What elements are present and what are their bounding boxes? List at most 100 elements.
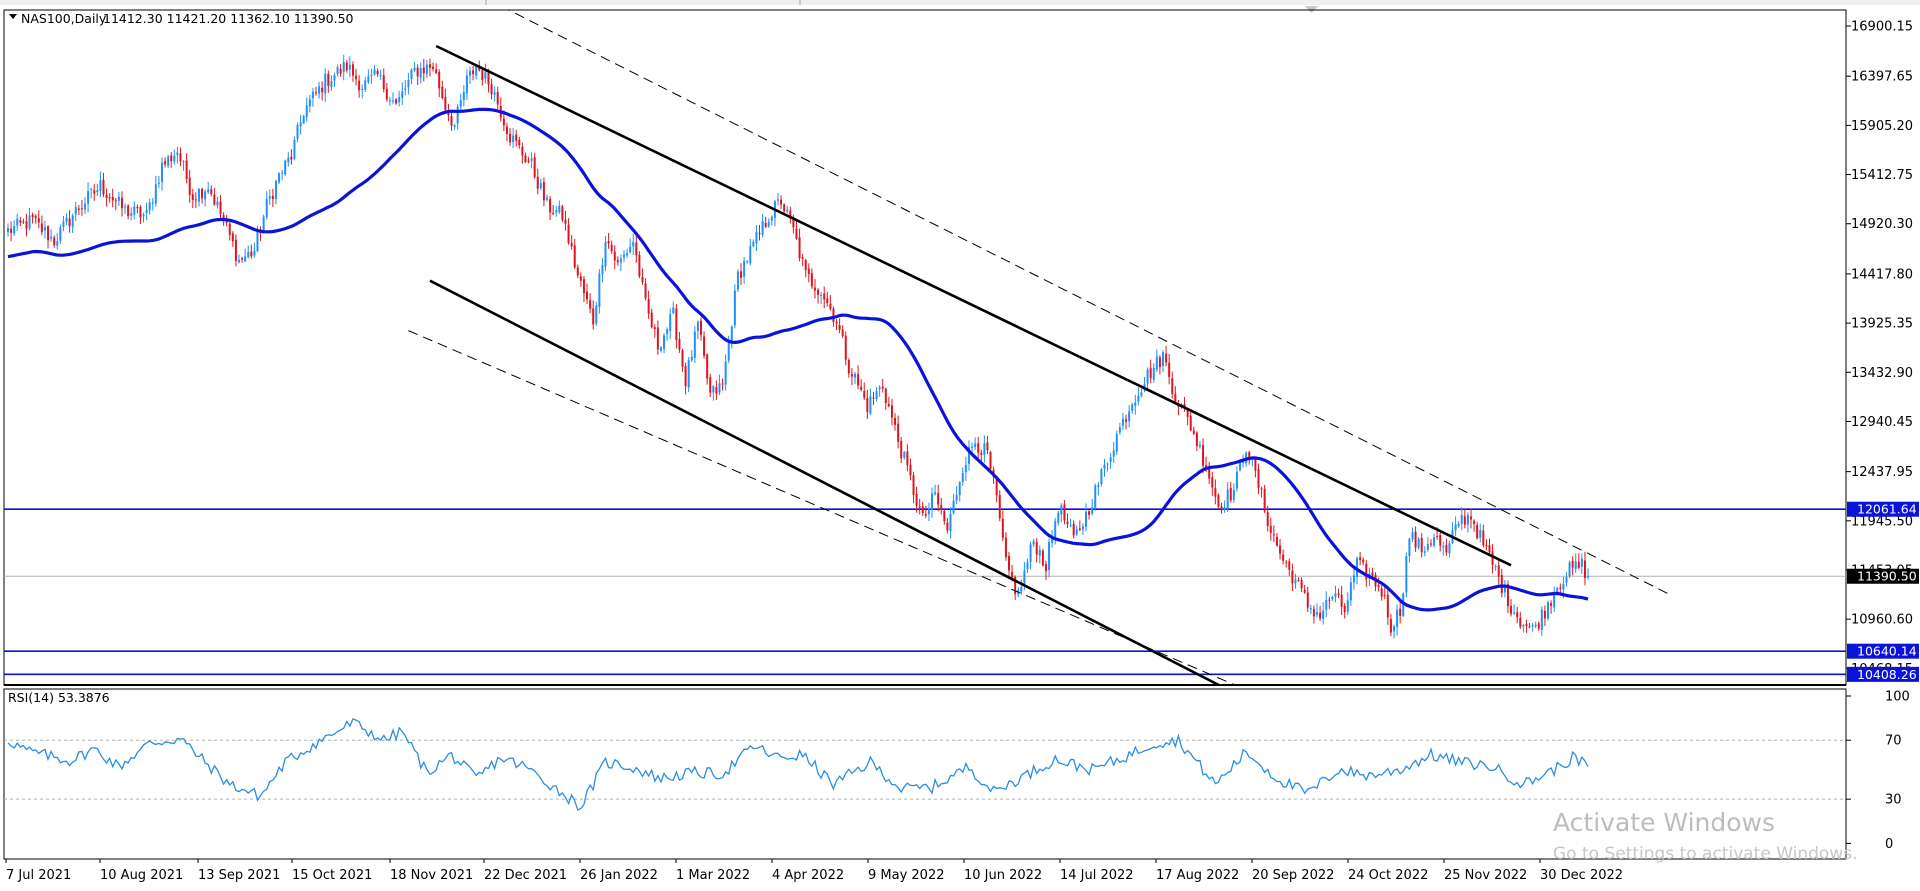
candle-body: [271, 195, 274, 200]
candle-body: [971, 446, 974, 448]
candle-body: [1389, 619, 1392, 633]
price-tick-label: 11945.50: [1851, 514, 1913, 529]
candle-body: [780, 199, 783, 205]
candle-body: [1531, 625, 1534, 627]
candle-body: [690, 356, 693, 361]
candle-body: [47, 226, 50, 241]
candle-body: [681, 350, 684, 367]
rsi-line: [7, 718, 1589, 811]
candle-body: [733, 290, 736, 326]
candle-body: [1380, 588, 1383, 597]
candle-body: [388, 100, 391, 102]
candle-body: [1516, 612, 1519, 618]
candle-body: [1109, 457, 1112, 462]
candle-body: [1565, 576, 1568, 583]
moving-average-layer: [7, 107, 1589, 612]
candle-body: [219, 201, 222, 215]
candle-body: [1198, 444, 1201, 447]
candle-body: [1587, 576, 1590, 578]
candle-body: [247, 251, 250, 258]
candle-body: [124, 206, 127, 208]
candle-body: [721, 383, 724, 385]
candle-body: [62, 221, 65, 227]
candle-body: [570, 242, 573, 247]
candle-body: [370, 74, 373, 76]
candle-body: [1473, 520, 1476, 524]
candle-body: [1069, 525, 1072, 527]
candle-body: [823, 293, 826, 300]
candle-body: [1328, 599, 1331, 601]
price-tick-label: 12437.95: [1851, 465, 1913, 480]
candle-body: [1195, 432, 1198, 447]
candle-body: [977, 443, 980, 453]
candle-body: [1269, 525, 1272, 533]
level-price-tag: [1847, 501, 1919, 517]
candle-body: [629, 246, 632, 253]
candle-body: [28, 215, 31, 229]
candle-body: [586, 291, 589, 300]
horizontal-levels[interactable]: [4, 508, 1846, 676]
candle-body: [345, 62, 348, 71]
candle-body: [684, 366, 687, 387]
candle-body: [1349, 582, 1352, 601]
candle-body: [105, 195, 108, 198]
candle-body: [635, 242, 638, 256]
candle-body: [841, 329, 844, 337]
candle-body: [268, 196, 271, 199]
candle-body: [1371, 572, 1374, 576]
candle-body: [1248, 452, 1251, 461]
candle-body: [1214, 488, 1217, 497]
candle-body: [496, 92, 499, 105]
candle-body: [161, 162, 163, 182]
candle-body: [90, 188, 93, 190]
candle-body: [576, 267, 579, 276]
candle-body: [284, 160, 287, 175]
candle-body: [1211, 477, 1214, 488]
rsi-axis: 100 70 30 0: [1846, 690, 1910, 852]
candle-body: [1174, 393, 1177, 402]
candle-body: [207, 189, 210, 193]
candle-body: [940, 505, 943, 510]
channel-dashed-line: [408, 330, 1237, 685]
candle-body: [687, 360, 690, 388]
candle-body: [709, 376, 712, 393]
candle-body: [416, 67, 419, 77]
regression-channel[interactable]: [408, 6, 1794, 891]
candle-body: [351, 64, 354, 76]
candle-body: [376, 70, 379, 75]
candle-body: [339, 68, 342, 74]
candle-body: [875, 391, 878, 400]
candle-body: [1189, 415, 1192, 431]
candle-body: [967, 446, 970, 464]
candle-body: [1543, 610, 1546, 619]
candle-body: [536, 176, 539, 189]
candle-body: [1334, 593, 1337, 597]
candle-body: [16, 218, 19, 226]
candle-body: [1433, 537, 1436, 546]
candle-body: [589, 300, 592, 309]
moving-average-line: [7, 107, 1589, 612]
time-tick-label: 30 Dec 2022: [1540, 868, 1623, 883]
time-tick-label: 20 Sep 2022: [1252, 868, 1334, 883]
current-price-tag: [1847, 568, 1919, 584]
candle-body: [807, 268, 810, 275]
candle-body: [185, 160, 188, 179]
candle-body: [1405, 556, 1408, 593]
candle-body: [998, 495, 1001, 519]
candle-body: [262, 216, 265, 233]
activate-windows-subtitle: Go to Settings to activate Windows.: [1553, 844, 1858, 864]
candle-body: [770, 216, 773, 221]
candle-body: [561, 206, 564, 220]
candle-body: [136, 207, 139, 209]
price-axis: 16900.15 16397.65 15905.20 15412.75 14920.30…: [1846, 20, 1913, 677]
collapse-triangle-icon[interactable]: [9, 14, 17, 19]
candle-body: [1242, 461, 1245, 463]
candle-body: [34, 216, 37, 219]
candle-body: [764, 222, 767, 227]
candle-body: [287, 157, 290, 163]
candle-body: [804, 260, 807, 271]
candle-body: [924, 514, 927, 516]
candle-body: [1445, 544, 1448, 553]
candle-body: [241, 258, 244, 260]
